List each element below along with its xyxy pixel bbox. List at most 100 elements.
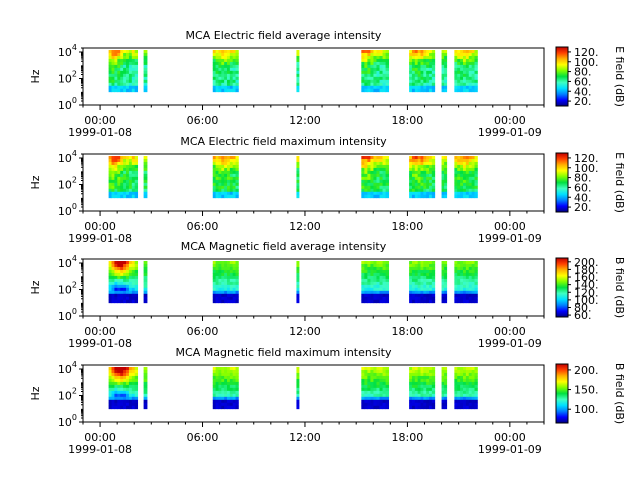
data-cell bbox=[429, 79, 433, 84]
data-cell bbox=[431, 76, 436, 81]
data-cell bbox=[431, 367, 436, 371]
data-cell bbox=[212, 393, 217, 398]
data-cell bbox=[471, 287, 475, 292]
data-cell bbox=[111, 156, 115, 160]
data-cell bbox=[117, 402, 121, 407]
data-cell bbox=[463, 164, 467, 169]
data-cell bbox=[367, 293, 371, 298]
data-cell bbox=[232, 272, 236, 277]
data-cell bbox=[111, 170, 115, 175]
data-cell bbox=[411, 52, 416, 57]
data-cell bbox=[128, 156, 133, 160]
data-cell bbox=[229, 52, 234, 57]
data-cell bbox=[454, 70, 458, 75]
data-cell bbox=[370, 52, 374, 57]
data-cell bbox=[131, 79, 136, 84]
data-cell bbox=[370, 390, 374, 395]
data-cell bbox=[474, 173, 478, 178]
data-cell bbox=[411, 296, 416, 301]
data-cell bbox=[474, 158, 478, 163]
colorbar-tick-label: 60. bbox=[574, 181, 592, 194]
data-cell bbox=[423, 73, 427, 78]
data-cell bbox=[128, 67, 133, 72]
data-cell bbox=[465, 287, 470, 292]
data-cell bbox=[128, 375, 133, 380]
data-cell bbox=[134, 281, 139, 286]
data-cell bbox=[373, 299, 377, 304]
data-cell bbox=[468, 67, 473, 72]
data-cell bbox=[123, 275, 127, 280]
data-cell bbox=[128, 390, 133, 395]
data-cell bbox=[457, 402, 461, 407]
data-cell bbox=[373, 269, 377, 274]
data-cell bbox=[454, 293, 458, 298]
data-cell bbox=[454, 170, 458, 175]
data-cell bbox=[367, 399, 371, 404]
data-cell bbox=[108, 405, 112, 410]
data-cell bbox=[465, 64, 470, 69]
data-cell bbox=[364, 88, 368, 93]
data-cell bbox=[465, 372, 470, 377]
data-cell bbox=[423, 402, 427, 407]
data-cell bbox=[128, 287, 133, 292]
data-cell bbox=[454, 405, 458, 410]
data-cell bbox=[429, 70, 433, 75]
data-cell bbox=[218, 76, 222, 81]
data-cell bbox=[229, 61, 234, 66]
spectrogram-data bbox=[108, 156, 478, 199]
data-cell bbox=[463, 390, 467, 395]
data-cell bbox=[131, 88, 136, 93]
data-cell bbox=[474, 375, 478, 380]
data-cell bbox=[296, 73, 300, 78]
data-cell bbox=[414, 375, 419, 380]
data-cell bbox=[131, 405, 136, 410]
data-cell bbox=[465, 173, 470, 178]
data-cell bbox=[108, 290, 112, 295]
data-cell bbox=[218, 79, 222, 84]
data-cell bbox=[431, 179, 436, 184]
data-cell bbox=[114, 369, 118, 374]
data-cell bbox=[235, 405, 239, 410]
data-cell bbox=[215, 64, 219, 69]
data-cell bbox=[385, 372, 390, 377]
data-cell bbox=[444, 290, 448, 295]
data-cell bbox=[111, 79, 115, 84]
data-cell bbox=[111, 281, 115, 286]
data-cell bbox=[361, 281, 365, 286]
data-cell bbox=[108, 399, 112, 404]
data-cell bbox=[370, 79, 374, 84]
data-cell bbox=[379, 269, 383, 274]
data-cell bbox=[420, 61, 424, 66]
data-cell bbox=[376, 263, 380, 268]
data-cell bbox=[215, 156, 219, 160]
data-cell bbox=[111, 61, 115, 66]
axes-frame bbox=[82, 364, 545, 423]
data-cell bbox=[379, 79, 383, 84]
data-cell bbox=[454, 58, 458, 63]
data-cell bbox=[114, 269, 118, 274]
data-cell bbox=[429, 275, 433, 280]
data-cell bbox=[296, 64, 300, 69]
data-cell bbox=[411, 188, 416, 193]
data-cell bbox=[457, 161, 461, 166]
data-cell bbox=[364, 367, 368, 371]
data-cell bbox=[463, 170, 467, 175]
data-cell bbox=[212, 369, 217, 374]
data-cell bbox=[441, 381, 445, 386]
data-cell bbox=[367, 261, 371, 265]
data-cell bbox=[385, 381, 390, 386]
data-cell bbox=[426, 156, 430, 160]
data-cell bbox=[235, 158, 239, 163]
data-cell bbox=[417, 375, 421, 380]
data-cell bbox=[444, 372, 448, 377]
data-cell bbox=[128, 179, 133, 184]
data-cell bbox=[460, 176, 464, 181]
data-cell bbox=[379, 367, 383, 371]
data-cell bbox=[218, 188, 222, 193]
data-cell bbox=[411, 194, 416, 199]
data-cell bbox=[454, 390, 458, 395]
data-cell bbox=[235, 156, 239, 160]
data-cell bbox=[108, 188, 112, 193]
colorbar-tick-label: 100. bbox=[574, 162, 599, 175]
data-cell bbox=[474, 85, 478, 90]
